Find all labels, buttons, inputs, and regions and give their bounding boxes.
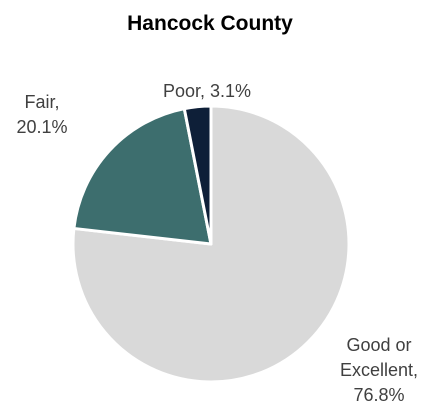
data-label-good-or-excellent: Good or Excellent, 76.8% [340,335,418,405]
data-label-fair: Fair, 20.1% [16,92,67,137]
pie-slices [71,104,351,384]
data-labels: Good or Excellent, 76.8% Fair, 20.1% Poor, 3.… [16,81,418,405]
data-label-poor: Poor, 3.1% [163,81,251,101]
data-label-line: Excellent, [340,360,418,380]
data-label-line: 76.8% [353,385,404,405]
pie-slice-poor [182,104,213,246]
data-label-line: Poor, 3.1% [163,81,251,101]
data-label-line: Good or [346,335,411,355]
chart-title: Hancock County [127,12,293,35]
pie-slice-fair [72,107,213,246]
data-label-line: 20.1% [16,117,67,137]
data-label-line: Fair, [24,92,59,112]
